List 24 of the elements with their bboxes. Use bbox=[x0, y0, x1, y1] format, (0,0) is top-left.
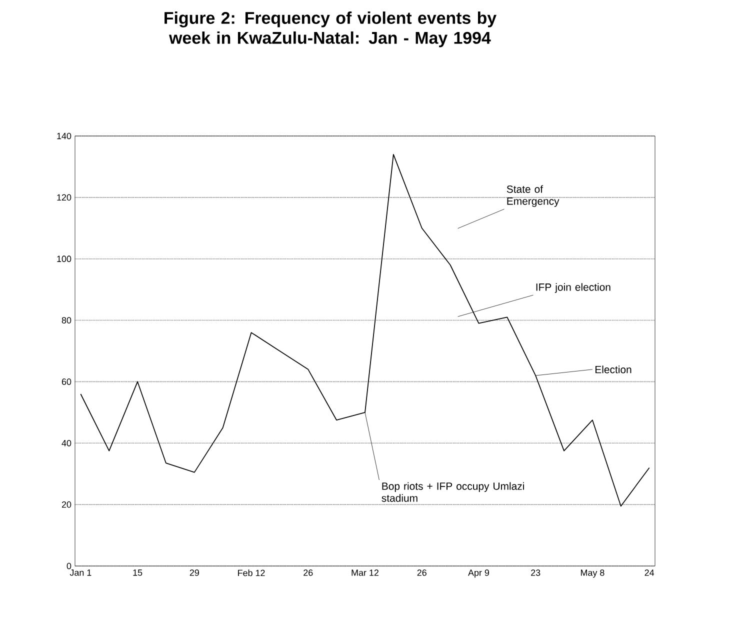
annotation: Bop riots + IFP occupy Umlazi stadium bbox=[382, 482, 524, 502]
x-tick-label: 26 bbox=[417, 570, 426, 576]
x-tick-label: Mar 12 bbox=[352, 570, 378, 576]
y-tick-label: 80 bbox=[62, 317, 72, 324]
x-tick-label: Feb 12 bbox=[238, 570, 265, 576]
y-tick-label: 120 bbox=[57, 194, 72, 201]
x-tick-label: 15 bbox=[133, 570, 142, 576]
x-tick-label: May 8 bbox=[580, 570, 604, 578]
x-tick-label: 29 bbox=[190, 570, 199, 576]
y-tick-label: 100 bbox=[57, 256, 72, 262]
annotation: Election bbox=[596, 366, 632, 374]
x-tick-label: Apr 9 bbox=[468, 570, 490, 578]
annotation: State of Emergency bbox=[506, 185, 560, 207]
x-tick-label: 26 bbox=[304, 570, 313, 576]
x-tick-label: 24 bbox=[644, 570, 654, 576]
x-tick-label: Jan 1 bbox=[70, 570, 92, 576]
annotation: IFP join election bbox=[536, 283, 610, 293]
y-tick-label: 40 bbox=[62, 440, 72, 446]
y-tick-label: 140 bbox=[57, 132, 72, 140]
y-tick-label: 20 bbox=[62, 501, 72, 508]
y-tick-label: 0 bbox=[66, 562, 72, 570]
x-tick-label: 23 bbox=[531, 570, 540, 576]
chart-title: Figure 2: Frequency of violent events by week in KwaZulu-Natal: Jan - May 1994 bbox=[164, 12, 496, 48]
y-tick-label: 60 bbox=[62, 378, 72, 385]
